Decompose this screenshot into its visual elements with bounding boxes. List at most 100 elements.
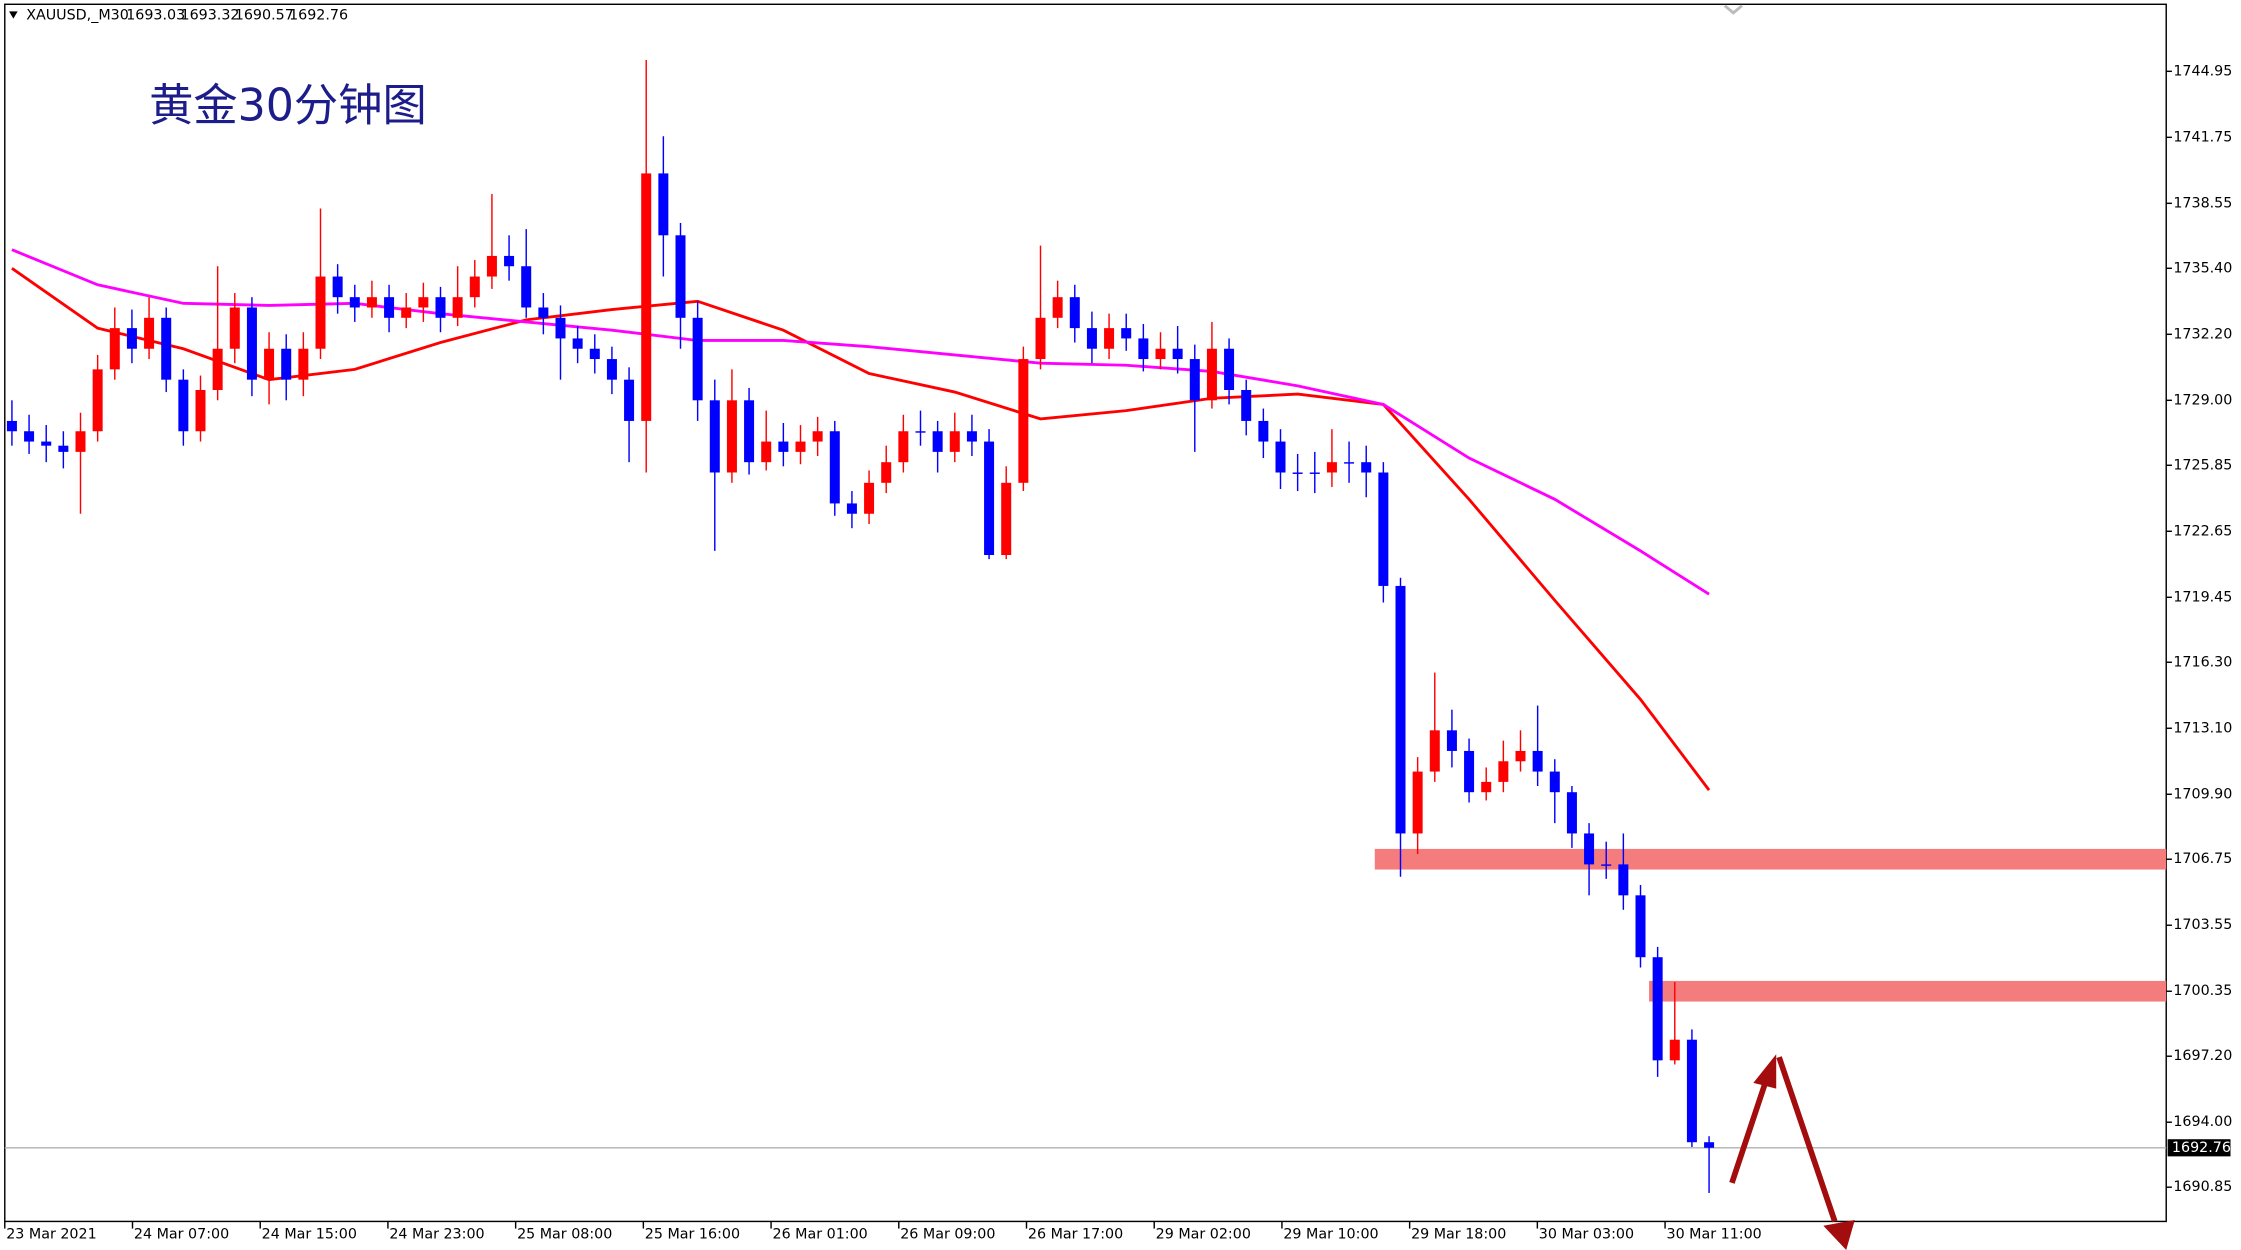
candle-body [1515, 750, 1526, 762]
y-tick-label: 1703.55 [2173, 917, 2232, 933]
candle-body [572, 338, 583, 349]
x-tick-label: 26 Mar 17:00 [1028, 1226, 1123, 1242]
chart-title: 黄金30分钟图 [149, 81, 427, 132]
arrow-down [1776, 1056, 1855, 1250]
y-tick-label: 1744.95 [2173, 63, 2232, 79]
plot-frame [4, 3, 2167, 1223]
candle-body [1344, 462, 1355, 464]
candle-body [1584, 833, 1595, 865]
candle-body [641, 173, 652, 421]
candle-body [144, 317, 155, 349]
candle-body [915, 431, 926, 433]
candle-body [1309, 472, 1320, 474]
candle-body [1669, 1039, 1680, 1061]
moving-average [11, 248, 1710, 596]
candle-body [675, 235, 686, 318]
candle-body [109, 328, 120, 370]
candle-body [332, 276, 343, 298]
candle-body [521, 266, 532, 308]
candle-body [1532, 750, 1543, 772]
candle-body [1395, 585, 1406, 834]
candle-body [1241, 389, 1252, 421]
candle-body [829, 431, 840, 504]
arrow-head [1753, 1054, 1777, 1089]
candle-body [401, 307, 412, 318]
candle-body [58, 445, 69, 452]
candle-body [795, 441, 806, 452]
x-tick-label: 24 Mar 15:00 [262, 1226, 357, 1242]
candle-body [1104, 328, 1115, 349]
x-tick-label: 25 Mar 08:00 [517, 1226, 612, 1242]
candle-body [555, 317, 566, 339]
x-tick-label: 30 Mar 11:00 [1666, 1226, 1761, 1242]
x-tick-label: 30 Mar 03:00 [1539, 1226, 1634, 1242]
candle-body [606, 359, 617, 380]
candle-body [435, 297, 446, 318]
menu-triangle [9, 11, 18, 19]
candle-body [1052, 297, 1063, 318]
y-tick-label: 1725.85 [2173, 457, 2232, 473]
candle-body [24, 431, 35, 442]
candle-body [161, 317, 172, 380]
candle-body [1069, 297, 1080, 329]
candle-body [1172, 348, 1183, 360]
candle-body [984, 441, 995, 556]
y-tick-label: 1706.75 [2173, 851, 2232, 867]
y-tick-label: 1722.65 [2173, 523, 2232, 539]
candle-body [1464, 750, 1475, 793]
candle-body [1652, 957, 1663, 1061]
candle-body [298, 348, 309, 380]
candle-body [1378, 472, 1389, 586]
candle-body [1618, 864, 1629, 896]
candle-body [178, 379, 189, 432]
arrow-shaft [1729, 1079, 1769, 1184]
header-open: 1693.03 [126, 8, 185, 24]
candle-body [195, 389, 206, 432]
x-tick-label: 29 Mar 18:00 [1411, 1226, 1506, 1242]
candle-body [1206, 348, 1217, 401]
candle-body [864, 482, 875, 514]
candle-body [384, 297, 395, 318]
candle-body [881, 462, 892, 483]
candle-body [1601, 864, 1612, 866]
candle-body [349, 297, 360, 308]
candle-body [538, 307, 549, 318]
symbol-label: XAUUSD,_M30 [26, 8, 129, 24]
x-tick-label: 26 Mar 01:00 [773, 1226, 868, 1242]
candle-body [1001, 482, 1012, 556]
header-close: 1692.76 [289, 8, 348, 24]
candle-body [1275, 441, 1286, 473]
x-tick-label: 24 Mar 23:00 [389, 1226, 484, 1242]
candle-body [1549, 771, 1560, 793]
y-tick-label: 1697.20 [2173, 1048, 2232, 1064]
candle-body [658, 173, 669, 236]
candle-body [1086, 328, 1097, 349]
candle-body [744, 400, 755, 463]
x-tick-label: 29 Mar 02:00 [1156, 1226, 1251, 1242]
x-tick-label: 24 Mar 07:00 [134, 1226, 229, 1242]
candle-body [212, 348, 223, 390]
y-tick-label: 1709.90 [2173, 786, 2232, 802]
candle-body [504, 255, 515, 267]
header-low: 1690.57 [235, 8, 294, 24]
candle-body [246, 307, 257, 380]
x-tick-label: 23 Mar 2021 [6, 1226, 96, 1242]
candle-body [75, 431, 86, 452]
candle-body [418, 297, 429, 308]
candle-body [624, 379, 635, 421]
y-tick-label: 1738.55 [2173, 195, 2232, 211]
price-label-box [2167, 1139, 2231, 1157]
candle-body [1138, 338, 1149, 360]
x-tick-label: 25 Mar 16:00 [645, 1226, 740, 1242]
candle-body [932, 431, 943, 452]
candle-body [229, 307, 240, 349]
candle-body [1189, 359, 1200, 401]
candle-body [452, 297, 463, 318]
candle-body [1121, 328, 1132, 339]
y-tick-label: 1735.40 [2173, 260, 2232, 276]
candle-body [1224, 348, 1235, 390]
price-label: 1692.76 [2172, 1140, 2231, 1156]
candle-body [366, 297, 377, 308]
candle-body [949, 431, 960, 452]
candle-body [589, 348, 600, 360]
